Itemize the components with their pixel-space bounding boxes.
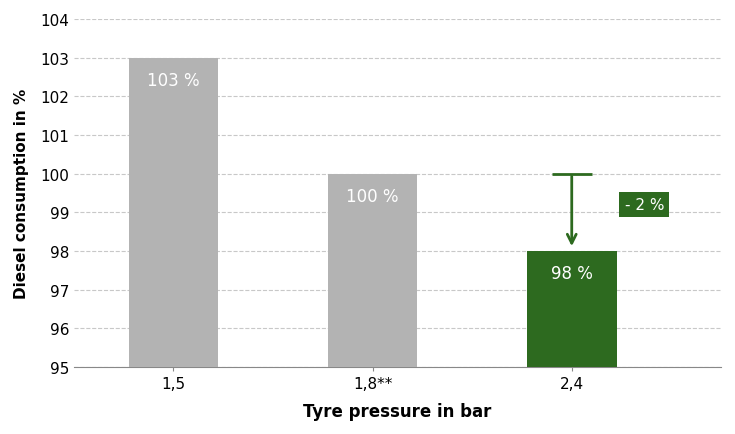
Text: 98 %: 98 % <box>551 265 592 283</box>
Bar <box>328 174 417 367</box>
X-axis label: Tyre pressure in bar: Tyre pressure in bar <box>304 402 492 420</box>
Text: 103 %: 103 % <box>147 72 200 90</box>
Y-axis label: Diesel consumption in %: Diesel consumption in % <box>14 89 29 298</box>
Bar <box>129 59 218 367</box>
Text: 100 %: 100 % <box>346 187 399 206</box>
Text: - 2 %: - 2 % <box>625 197 664 213</box>
Bar <box>527 251 617 367</box>
